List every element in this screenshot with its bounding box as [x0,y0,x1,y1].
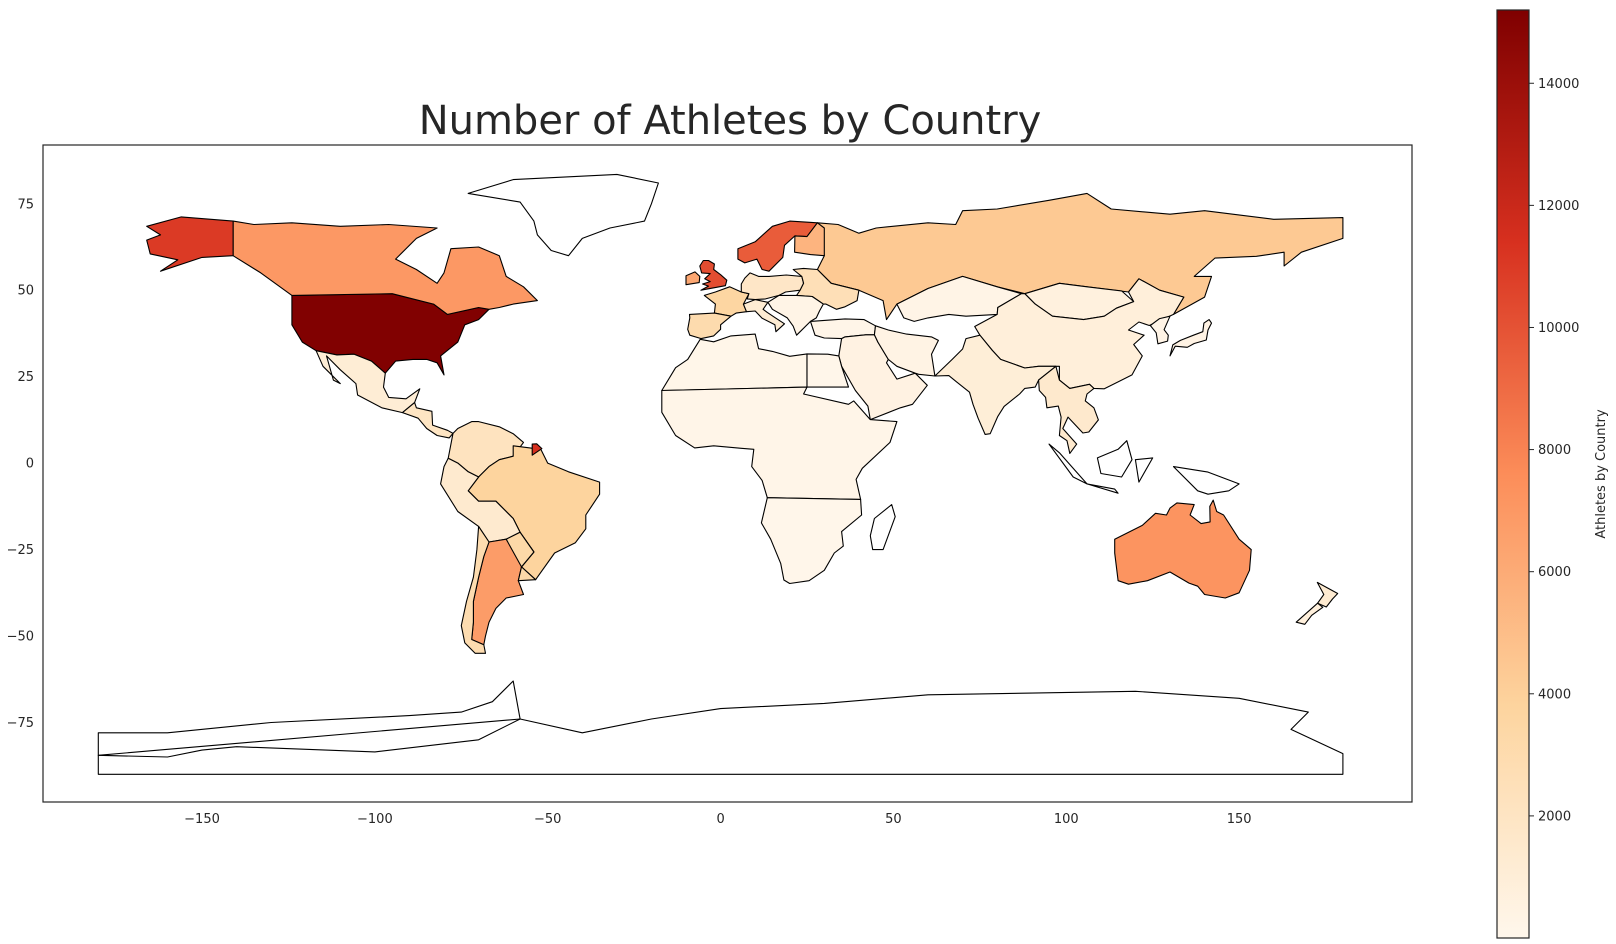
country-region [146,216,234,272]
country-region [1316,581,1339,608]
country-region [1149,315,1171,345]
country-region [767,294,824,336]
country-region [1114,499,1252,599]
y-tick-label: −75 [7,716,34,731]
colorbar-tick-label: 2000 [1538,809,1571,824]
country-region [661,386,898,500]
land-outline [1086,483,1119,494]
country-region [1295,602,1324,625]
y-tick-label: 25 [17,370,34,385]
colorbar-tick-label: 12000 [1538,199,1579,214]
land-outline [869,504,896,551]
land-outline [1096,440,1133,478]
country-region [760,497,863,585]
y-tick-label: −50 [7,630,34,645]
colorbar: 2000 4000 6000 8000 10000 12000 14000 Athletes… [1496,9,1609,939]
country-region [685,271,701,286]
colorbar-tick-label: 8000 [1538,443,1571,458]
country-region [505,531,537,582]
country-region [440,457,521,543]
country-region [794,222,825,257]
country-region [742,299,786,333]
land-outline [97,690,1344,775]
plot-area [42,144,1413,803]
colorbar-label: Athletes by Country [1594,409,1609,539]
land-outline [1048,443,1088,485]
chart-title: Number of Athletes by Country [419,98,1042,144]
country-region [1038,365,1099,454]
colorbar-ticks: 2000 4000 6000 8000 10000 12000 14000 [1529,77,1579,824]
country-region [873,325,939,377]
y-tick-label: 50 [17,284,34,299]
colorbar-tick-label: 4000 [1538,687,1571,702]
colorbar-gradient [1496,9,1530,939]
x-tick-label: 100 [1054,812,1079,827]
x-tick-label: −50 [534,812,561,827]
x-tick-label: −150 [184,812,220,827]
x-axis: −150 −100 −50 0 50 100 150 [184,812,1251,827]
y-tick-label: 0 [26,457,34,472]
land-outline [1172,466,1240,495]
map-layer [97,173,1344,775]
land-outline [467,173,659,257]
x-tick-label: 150 [1227,812,1252,827]
colorbar-tick-label: 14000 [1538,77,1579,92]
country-region [838,334,928,421]
country-region [699,259,728,291]
country-region [661,333,808,392]
country-region [232,220,538,315]
country-region [531,443,543,456]
country-region [401,402,454,439]
country-region [806,353,850,388]
colorbar-tick-label: 6000 [1538,565,1571,580]
y-tick-label: 75 [17,197,34,212]
x-tick-label: 0 [716,812,724,827]
colorbar-tick-label: 10000 [1538,321,1579,336]
land-outline [1134,457,1154,483]
y-axis: 75 50 25 0 −25 −50 −75 [7,197,34,731]
country-region [460,525,490,654]
country-region [1169,319,1213,357]
country-region [792,267,860,310]
country-region [687,312,732,340]
land-outline [97,680,521,758]
y-tick-label: −25 [7,543,34,558]
x-tick-label: −100 [357,812,393,827]
x-tick-label: 50 [885,812,902,827]
